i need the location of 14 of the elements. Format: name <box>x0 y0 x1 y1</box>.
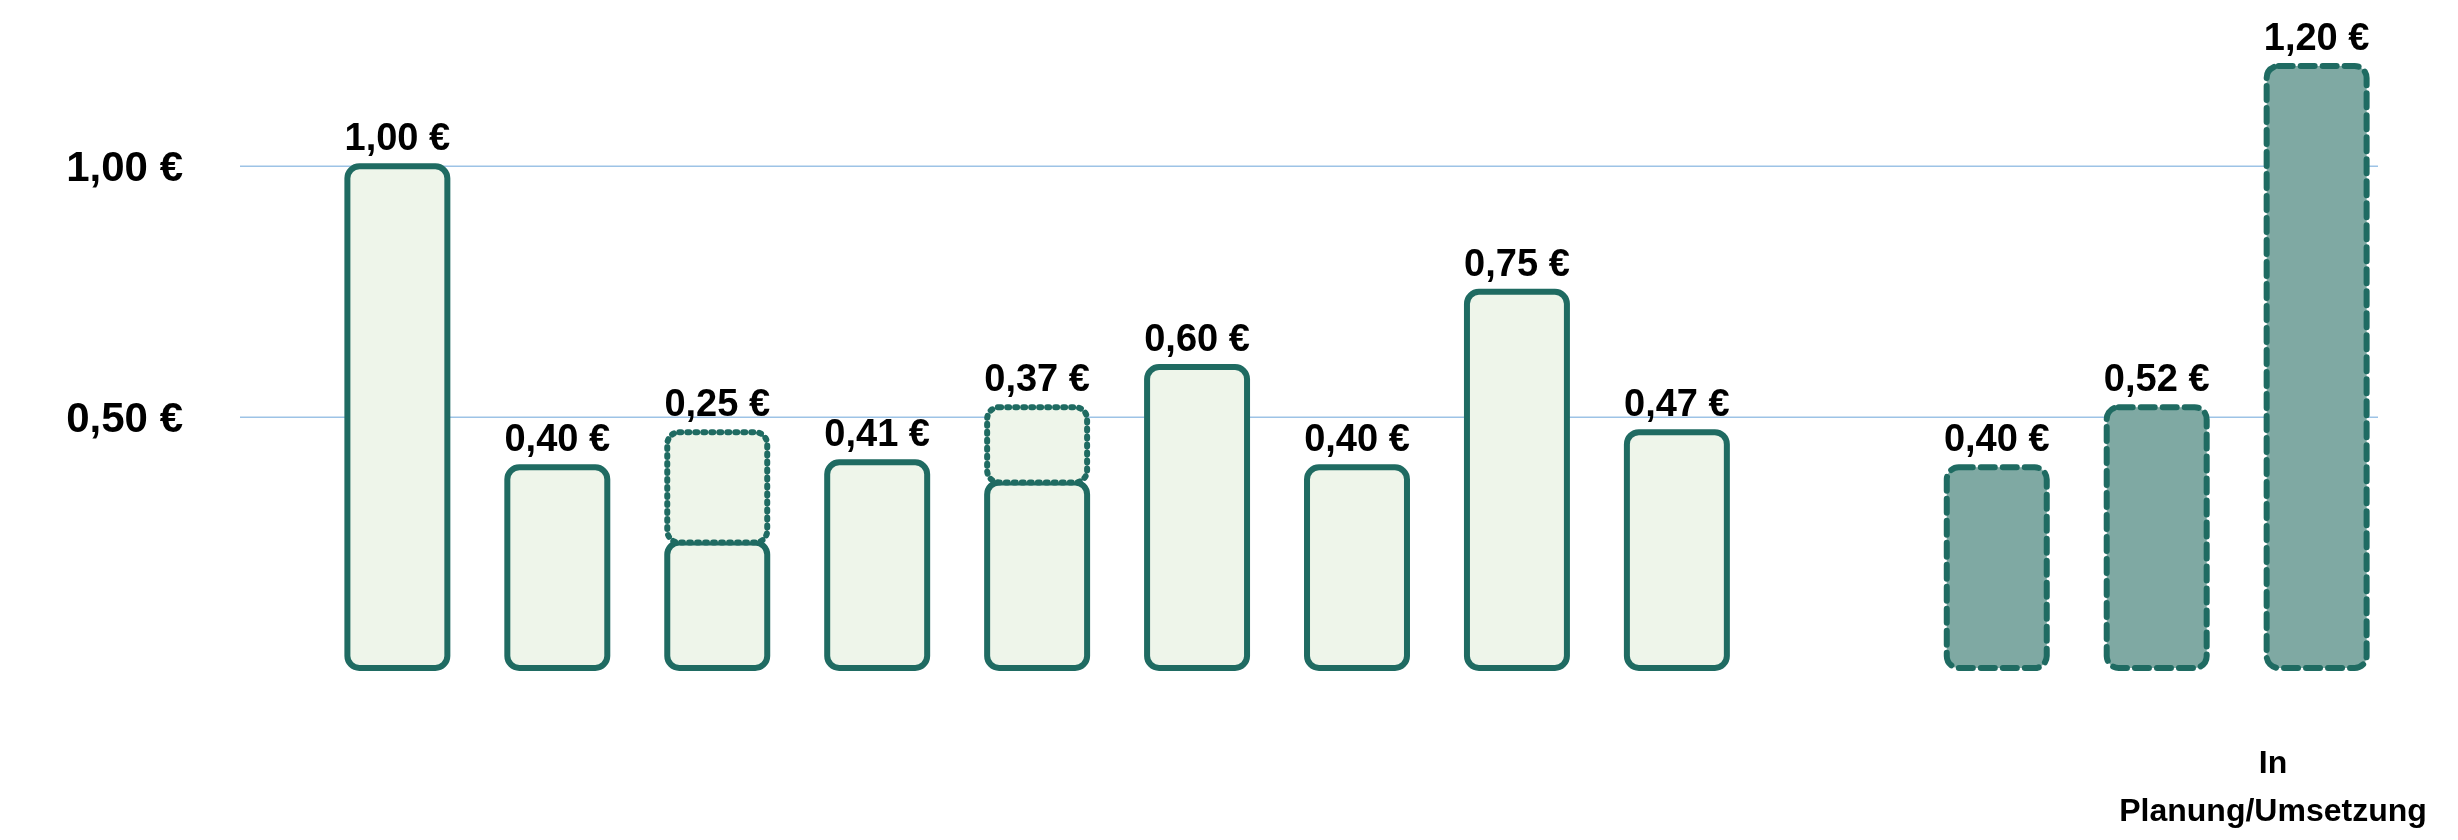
data-label: 0,40 € <box>504 417 611 460</box>
data-label: 0,40 € <box>1943 417 2050 460</box>
data-label: 0,47 € <box>1624 382 1730 425</box>
data-label: 0,25 € <box>664 382 771 425</box>
data-label: 1,00 € <box>344 116 451 159</box>
data-label: 0,60 € <box>1144 317 1250 359</box>
data-label: 0,40 € <box>1304 417 1410 460</box>
text: In Planung/Umsetzung <box>2119 744 2427 828</box>
data-label: 1,20 € <box>2263 16 2370 58</box>
y-tick-label: 0,50 € <box>66 393 183 441</box>
data-label: 0,75 € <box>1464 241 1570 284</box>
data-label: 0,52 € <box>2103 357 2210 400</box>
data-label: 0,37 € <box>984 357 1090 400</box>
data-label: 0,41 € <box>824 412 931 455</box>
